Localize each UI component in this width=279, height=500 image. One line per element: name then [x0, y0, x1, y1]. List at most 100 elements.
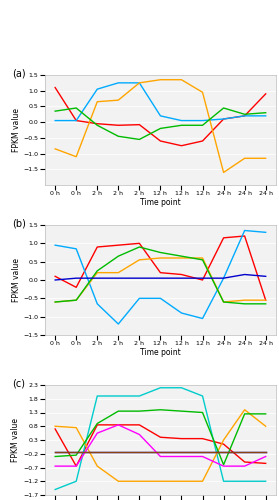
YODA.3 [159, 450, 162, 456]
MPK8 [201, 118, 204, 124]
MKK2.1 [201, 277, 204, 283]
YODA.1 [74, 450, 78, 456]
YODA.1 [54, 450, 57, 456]
MPK17 [138, 136, 141, 142]
MEKK1 [201, 436, 204, 442]
X-axis label: Time point: Time point [140, 198, 181, 206]
YODA.1 [180, 450, 183, 456]
YODA.3 [243, 450, 246, 456]
Y-axis label: FPKM value: FPKM value [12, 108, 21, 152]
MPK17 [74, 105, 78, 111]
MEKK17/18 [222, 462, 225, 468]
Legend: MPK2, MPK8, MPK11, MPK17: MPK2, MPK8, MPK11, MPK17 [100, 234, 221, 240]
YODA.2 [243, 463, 246, 469]
MKK7 [117, 275, 120, 281]
YODA.2 [54, 463, 57, 469]
MPK2 [117, 122, 120, 128]
MEKK17 [222, 437, 225, 443]
MPK8 [96, 86, 99, 92]
MEKK2 [222, 478, 225, 484]
MEKK17 [264, 423, 267, 429]
MEKK2 [74, 478, 78, 484]
Line: MEKK17/18: MEKK17/18 [55, 410, 266, 465]
MKK2.2 [180, 310, 183, 316]
YODA.1 [159, 450, 162, 456]
MEKK17 [201, 478, 204, 484]
MEKK1 [74, 463, 78, 469]
MEKK2 [138, 393, 141, 399]
MPK2 [138, 122, 141, 128]
Text: (b): (b) [12, 218, 26, 228]
MKK3.1 [264, 297, 267, 303]
MPK11 [74, 154, 78, 160]
MEKK1 [138, 422, 141, 428]
MEKK17/18 [96, 420, 99, 426]
MEKK2 [180, 385, 183, 391]
MKK7 [96, 275, 99, 281]
Y-axis label: FPKM value: FPKM value [11, 418, 20, 462]
MKK7 [159, 275, 162, 281]
Y-axis label: FPKM value: FPKM value [12, 258, 21, 302]
MPK2 [54, 84, 57, 90]
MPK11 [264, 156, 267, 162]
MEKK1 [159, 434, 162, 440]
MPK8 [222, 116, 225, 122]
MKK2.1 [74, 284, 78, 290]
MEKK17/18 [74, 452, 78, 458]
MEKK1 [54, 426, 57, 432]
YODA.3 [222, 450, 225, 456]
MPK11 [96, 98, 99, 104]
MPK11 [159, 76, 162, 82]
YODA.1 [117, 450, 120, 456]
MPK17 [117, 134, 120, 140]
MEKK2 [159, 385, 162, 391]
MKK3.1 [159, 255, 162, 261]
MEKK2 [201, 393, 204, 399]
YODA.3 [96, 450, 99, 456]
MEKK2 [117, 393, 120, 399]
MKK3.2 [222, 299, 225, 305]
MKK3.2 [201, 257, 204, 263]
MEKK17/18 [117, 408, 120, 414]
MKK3.2 [117, 253, 120, 259]
MKK2.2 [96, 301, 99, 307]
MKK2.1 [159, 270, 162, 276]
MKK3.1 [201, 255, 204, 261]
MKK2.1 [222, 235, 225, 241]
MPK2 [180, 142, 183, 148]
MKK3.2 [264, 301, 267, 307]
YODA.2 [180, 454, 183, 460]
Line: MPK8: MPK8 [55, 83, 266, 120]
MEKK1 [96, 422, 99, 428]
MKK3.1 [96, 270, 99, 276]
YODA.2 [264, 454, 267, 460]
MPK2 [74, 118, 78, 124]
MKK3.1 [117, 270, 120, 276]
YODA.1 [264, 450, 267, 456]
MPK17 [243, 112, 246, 117]
MEKK17 [54, 423, 57, 429]
MKK3.2 [96, 268, 99, 274]
MKK3.2 [159, 250, 162, 256]
MKK2.2 [222, 275, 225, 281]
MEKK17 [243, 407, 246, 413]
MPK8 [117, 80, 120, 86]
MKK3.2 [138, 244, 141, 250]
MEKK2 [54, 486, 57, 492]
MKK2.1 [138, 240, 141, 246]
MEKK17/18 [201, 410, 204, 416]
MKK2.1 [96, 244, 99, 250]
MKK2.1 [117, 242, 120, 248]
MKK7 [138, 275, 141, 281]
MKK2.2 [117, 321, 120, 327]
MKK2.2 [74, 246, 78, 252]
YODA.3 [138, 450, 141, 456]
MKK7 [54, 277, 57, 283]
MPK8 [243, 113, 246, 119]
YODA.2 [138, 432, 141, 438]
MPK2 [243, 113, 246, 119]
MEKK17/18 [243, 411, 246, 417]
MKK7 [243, 272, 246, 278]
MKK3.2 [54, 299, 57, 305]
MPK17 [264, 110, 267, 116]
